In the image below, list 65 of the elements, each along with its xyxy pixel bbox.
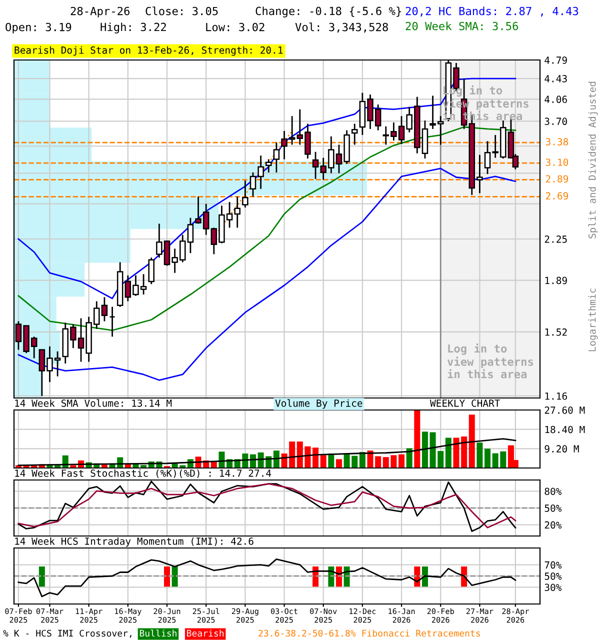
text: 23.6-38.2-50-61.8% Fibonacci Retracements — [258, 630, 480, 637]
y-tick-label: 80% — [544, 488, 562, 496]
text: Vol: 3,343,528 — [295, 22, 388, 33]
bar — [461, 436, 468, 468]
text: Volume By Price — [275, 399, 362, 409]
text: Bearish — [187, 630, 224, 637]
y-tick-label: 27.60 M — [544, 406, 585, 414]
bar — [398, 454, 405, 468]
candlestick — [242, 180, 248, 208]
chart-title: Bearish Doji Star on 13-Feb-26, Strength: 20.1 — [14, 46, 283, 56]
y-tick-label: 9.20 M — [544, 445, 579, 453]
text: Low: 3.02 — [206, 22, 264, 32]
ref-line-label: 2.89 — [546, 175, 568, 183]
candlestick — [109, 306, 116, 338]
y-tick-label: 18.40 M — [545, 426, 585, 434]
text: WEEKLY CHART — [430, 399, 500, 407]
chart-title: 14 Week Fast Stochastic (%K)(%D) : 14.7 27.4 — [15, 469, 272, 478]
text: Bullish — [140, 630, 176, 637]
line-series — [18, 126, 516, 332]
bar — [312, 448, 319, 468]
text: High: 3.22 — [100, 22, 166, 34]
y-tick-label: 1.16 — [545, 392, 567, 400]
bar — [414, 410, 420, 468]
line-series — [18, 558, 516, 598]
bar — [406, 448, 412, 468]
bar — [320, 455, 326, 468]
y-tick-label: 1.89 — [545, 276, 567, 284]
text: 28-Apr-26 — [70, 6, 130, 18]
bar — [453, 438, 460, 468]
text: 20,2 HC Bands: 2.87 , 4.43 — [406, 6, 578, 17]
y-tick-label: 50% — [544, 572, 562, 580]
bar — [218, 452, 225, 468]
y-axis-title: Split and Dividend Adjusted — [588, 82, 598, 238]
text: Open: 3.19 — [6, 22, 72, 34]
legend-title: % K - HCS IMI Crossover, — [3, 630, 132, 638]
y-tick-label: 3.70 — [544, 118, 567, 126]
candlestick — [266, 158, 272, 174]
y-tick-label: 4.06 — [544, 96, 567, 104]
y-tick-label: 30% — [544, 584, 562, 592]
chart-title: 14 Week SMA Volume: 13.14 M — [15, 399, 172, 407]
y-tick-label: 2.25 — [544, 236, 567, 243]
y-tick-label: 50% — [544, 504, 562, 512]
text: 20 Week SMA: 3.56 — [406, 22, 518, 30]
bar — [484, 448, 491, 468]
bar — [336, 459, 342, 468]
ref-line-label: 3.38 — [546, 138, 568, 146]
bar — [468, 414, 475, 468]
ref-line-label: 2.69 — [546, 192, 568, 200]
text: Change: -0.18 {-5.6 %} — [256, 6, 401, 18]
text: Close: 3.05 — [146, 6, 218, 16]
text: Logarithmic — [588, 288, 598, 352]
candlestick — [351, 123, 358, 146]
bar — [445, 438, 452, 468]
y-tick-label: 4.79 — [544, 56, 567, 64]
y-tick-label: 20% — [544, 521, 562, 529]
candlestick — [273, 142, 280, 174]
y-tick-label: 70% — [544, 561, 562, 569]
annotation: Log in to view patterns in this area — [447, 344, 534, 378]
bar — [422, 432, 428, 468]
chart-title: 14 Week HCS Intraday Momentum (IMI): 42.6 — [15, 537, 254, 547]
y-tick-label: 4.43 — [544, 75, 567, 82]
bar — [476, 442, 483, 468]
y-tick-label: 1.52 — [545, 328, 567, 336]
candlestick — [148, 256, 154, 285]
ref-line-label: 3.10 — [546, 158, 568, 166]
